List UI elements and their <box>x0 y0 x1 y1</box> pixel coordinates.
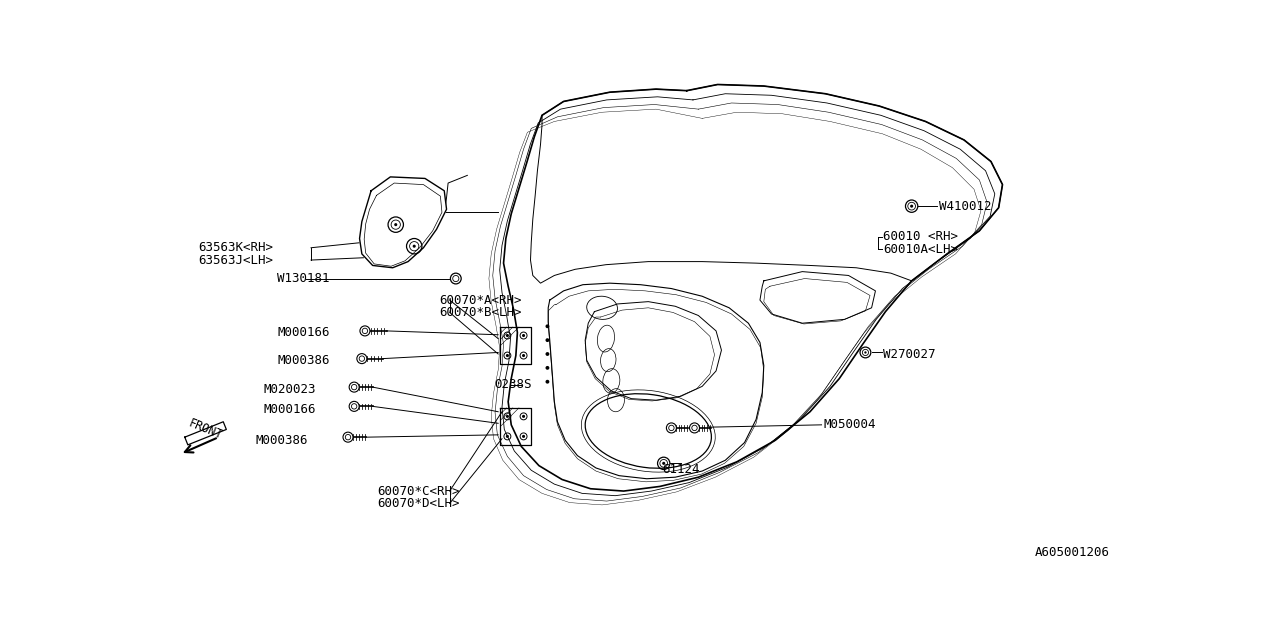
Circle shape <box>864 351 867 354</box>
Circle shape <box>522 354 525 357</box>
Text: M000166: M000166 <box>278 326 330 339</box>
Text: 60070*C<RH>: 60070*C<RH> <box>378 484 460 497</box>
Circle shape <box>545 366 549 370</box>
Text: M020023: M020023 <box>264 383 316 396</box>
Circle shape <box>545 352 549 356</box>
Circle shape <box>522 334 525 337</box>
Circle shape <box>360 326 370 336</box>
Text: W270027: W270027 <box>883 348 936 360</box>
Text: M000386: M000386 <box>278 354 330 367</box>
Text: M000166: M000166 <box>264 403 316 416</box>
Circle shape <box>522 435 525 438</box>
Polygon shape <box>360 177 447 268</box>
Text: 63563J<LH>: 63563J<LH> <box>198 253 274 266</box>
Circle shape <box>545 324 549 328</box>
Circle shape <box>343 432 353 442</box>
Circle shape <box>357 354 367 364</box>
Text: 61124: 61124 <box>662 463 700 476</box>
Circle shape <box>394 223 397 226</box>
Circle shape <box>412 244 416 248</box>
Circle shape <box>349 382 360 392</box>
Text: W130181: W130181 <box>278 272 330 285</box>
Circle shape <box>506 415 509 418</box>
Text: A605001206: A605001206 <box>1034 546 1110 559</box>
Text: 63563K<RH>: 63563K<RH> <box>198 241 274 254</box>
Circle shape <box>506 354 509 357</box>
Circle shape <box>506 334 509 337</box>
Text: M000386: M000386 <box>256 434 308 447</box>
Text: 60070*D<LH>: 60070*D<LH> <box>378 497 460 510</box>
Circle shape <box>545 338 549 342</box>
Text: 0238S: 0238S <box>494 378 531 391</box>
Circle shape <box>349 401 360 412</box>
Text: 60070*A<RH>: 60070*A<RH> <box>439 294 521 307</box>
Text: M050004: M050004 <box>824 419 877 431</box>
Circle shape <box>662 462 666 465</box>
Text: 60070*B<LH>: 60070*B<LH> <box>439 306 521 319</box>
Text: 60010 <RH>: 60010 <RH> <box>883 230 959 243</box>
Circle shape <box>506 435 509 438</box>
Circle shape <box>910 205 913 208</box>
Text: 60010A<LH>: 60010A<LH> <box>883 243 959 256</box>
Circle shape <box>522 415 525 418</box>
Circle shape <box>690 423 699 433</box>
Circle shape <box>667 423 676 433</box>
Circle shape <box>545 380 549 383</box>
Text: FRONT: FRONT <box>187 417 224 442</box>
Text: W410012: W410012 <box>938 200 991 212</box>
